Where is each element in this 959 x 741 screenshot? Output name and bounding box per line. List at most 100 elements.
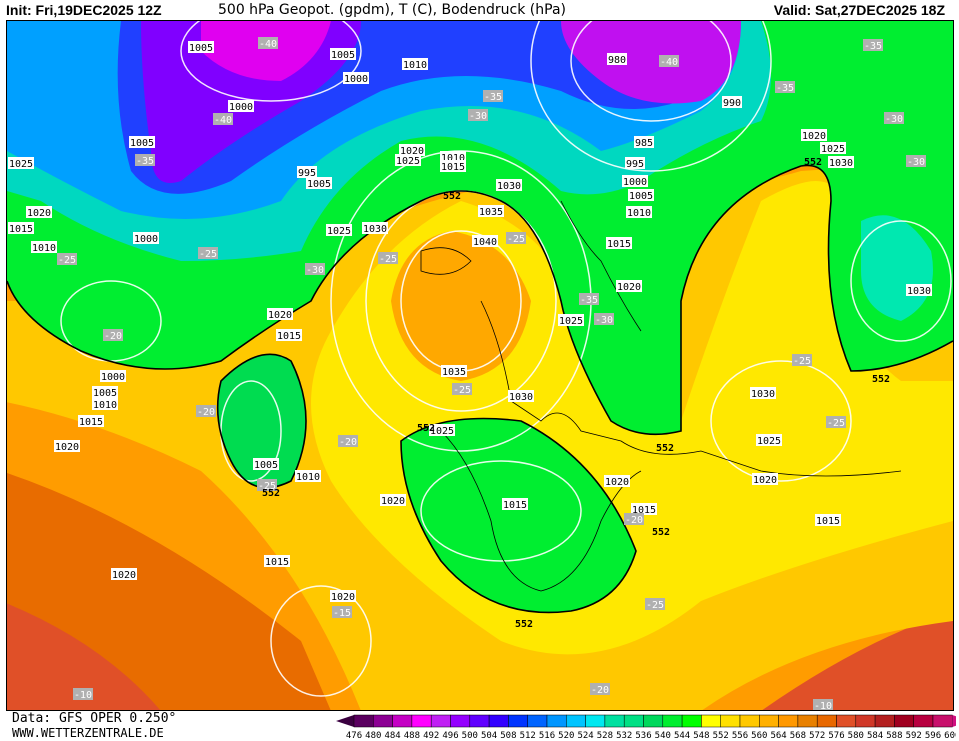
colorbar-swatch — [894, 714, 914, 728]
pressure-label-bg — [634, 136, 654, 148]
pressure-label-bg — [820, 142, 846, 154]
pressure-label: 1025 — [757, 436, 781, 447]
temperature-label: -30 — [885, 114, 903, 125]
pressure-label-bg — [267, 308, 293, 320]
colorbar-swatch — [778, 714, 799, 728]
pressure-label: 1020 — [27, 208, 51, 219]
temperature-label-bg — [826, 416, 846, 428]
temperature-label-bg — [57, 253, 77, 265]
pressure-label: 1020 — [400, 146, 424, 157]
colorbar-swatch — [585, 714, 606, 728]
pressure-label: 995 — [298, 168, 316, 179]
pressure-label-bg — [264, 555, 290, 567]
colorbar-swatch — [643, 714, 664, 728]
pressure-label-bg — [626, 206, 652, 218]
colorbar-swatch — [681, 714, 702, 728]
pressure-label: 1005 — [254, 460, 278, 471]
colorbar-swatch — [932, 714, 953, 728]
pressure-label: 1015 — [79, 417, 103, 428]
geopotential-label: 552 — [262, 488, 280, 499]
temperature-label-bg — [338, 435, 358, 447]
colorbar-tick-label: 516 — [539, 731, 555, 741]
colorbar-swatch — [662, 714, 683, 728]
pressure-label-bg — [228, 100, 254, 112]
colorbar-tick-label: 572 — [809, 731, 825, 741]
pressure-label: 1025 — [821, 144, 845, 155]
pressure-label-bg — [478, 205, 504, 217]
colorbar-swatch — [546, 714, 567, 728]
geopotential-label: 552 — [804, 157, 822, 168]
green-low-atlantic — [217, 354, 306, 488]
pressure-label: 1030 — [363, 224, 387, 235]
colorbar-tick-label: 504 — [481, 731, 497, 741]
pressure-label-bg — [631, 503, 657, 515]
temperature-label-bg — [645, 598, 665, 610]
pressure-label-bg — [607, 53, 627, 65]
weather-map: 1005 1005 1000 1010 980 990 1000 1005 1025 995 100… — [6, 20, 954, 711]
pressure-label: 1030 — [509, 392, 533, 403]
colorbar-tick-label: 600 — [944, 731, 956, 741]
pressure-label-bg — [395, 154, 421, 166]
pressure-label-bg — [801, 129, 827, 141]
pressure-label: 1000 — [229, 102, 253, 113]
pressure-label: 1010 — [32, 243, 56, 254]
temperature-label-bg — [257, 479, 277, 491]
geopotential-label: 552 — [656, 443, 674, 454]
colorbar-tick-label: 476 — [346, 731, 362, 741]
pressure-label: 1015 — [503, 500, 527, 511]
pressure-label-bg — [276, 329, 302, 341]
colorbar-over-arrow — [952, 715, 956, 727]
pressure-label-bg — [508, 390, 534, 402]
temperature-label-bg — [103, 329, 123, 341]
temperature-label-bg — [775, 81, 795, 93]
temperature-label: -20 — [625, 515, 643, 526]
pressure-label: 1035 — [442, 367, 466, 378]
colorbar-swatch — [816, 714, 837, 728]
colorbar-tick-label: 540 — [655, 731, 671, 741]
pressure-label: 1020 — [381, 496, 405, 507]
temperature-label: -20 — [339, 437, 357, 448]
header: Init: Fri,19DEC2025 12Z 500 hPa Geopot. … — [0, 0, 959, 20]
pressure-label: 1020 — [331, 592, 355, 603]
colorbar-tick-label: 548 — [693, 731, 709, 741]
geopotential-label: 552 — [515, 619, 533, 630]
green-low-iberia — [401, 418, 636, 613]
colorbar-tick-label: 592 — [906, 731, 922, 741]
pressure-label: 1005 — [189, 43, 213, 54]
colorbar-swatch — [855, 714, 876, 728]
colorbar-tick-label: 568 — [790, 731, 806, 741]
temperature-label-bg — [198, 247, 218, 259]
pressure-label-bg — [604, 475, 630, 487]
temperature-label-bg — [792, 354, 812, 366]
pressure-label-bg — [330, 48, 356, 60]
pressure-label: 1010 — [441, 153, 465, 164]
pressure-label: 1010 — [93, 400, 117, 411]
pressure-label: 1020 — [753, 475, 777, 486]
temperature-label: -35 — [580, 295, 598, 306]
colorbar-under-arrow — [336, 715, 354, 727]
temperature-label-bg — [332, 606, 352, 618]
colorbar-tick-label: 528 — [597, 731, 613, 741]
pressure-label-bg — [129, 136, 155, 148]
pressure-label: 1015 — [9, 224, 33, 235]
red-orange-region-se — [762, 611, 953, 710]
pressure-label: 1010 — [296, 472, 320, 483]
temperature-label-bg — [594, 313, 614, 325]
colorbar-tick-label: 576 — [828, 731, 844, 741]
colorbar-tick-label: 492 — [423, 731, 439, 741]
pressure-label: 1005 — [130, 138, 154, 149]
temperature-label: -15 — [333, 608, 351, 619]
init-time: Init: Fri,19DEC2025 12Z — [6, 2, 162, 18]
pressure-label: 1030 — [751, 389, 775, 400]
valid-time: Valid: Sat,27DEC2025 18Z — [773, 2, 945, 18]
colorbar-swatch — [913, 714, 934, 728]
colorbar-tick-label: 484 — [384, 731, 400, 741]
colorbar-swatch — [488, 714, 509, 728]
orange-high — [391, 231, 531, 381]
colorbar-tick-label: 524 — [577, 731, 593, 741]
temperature-label: -20 — [591, 685, 609, 696]
temperature-label: -40 — [214, 115, 232, 126]
colorbar-swatch — [353, 714, 374, 728]
pressure-label: 1020 — [268, 310, 292, 321]
temperature-label-bg — [624, 513, 644, 525]
